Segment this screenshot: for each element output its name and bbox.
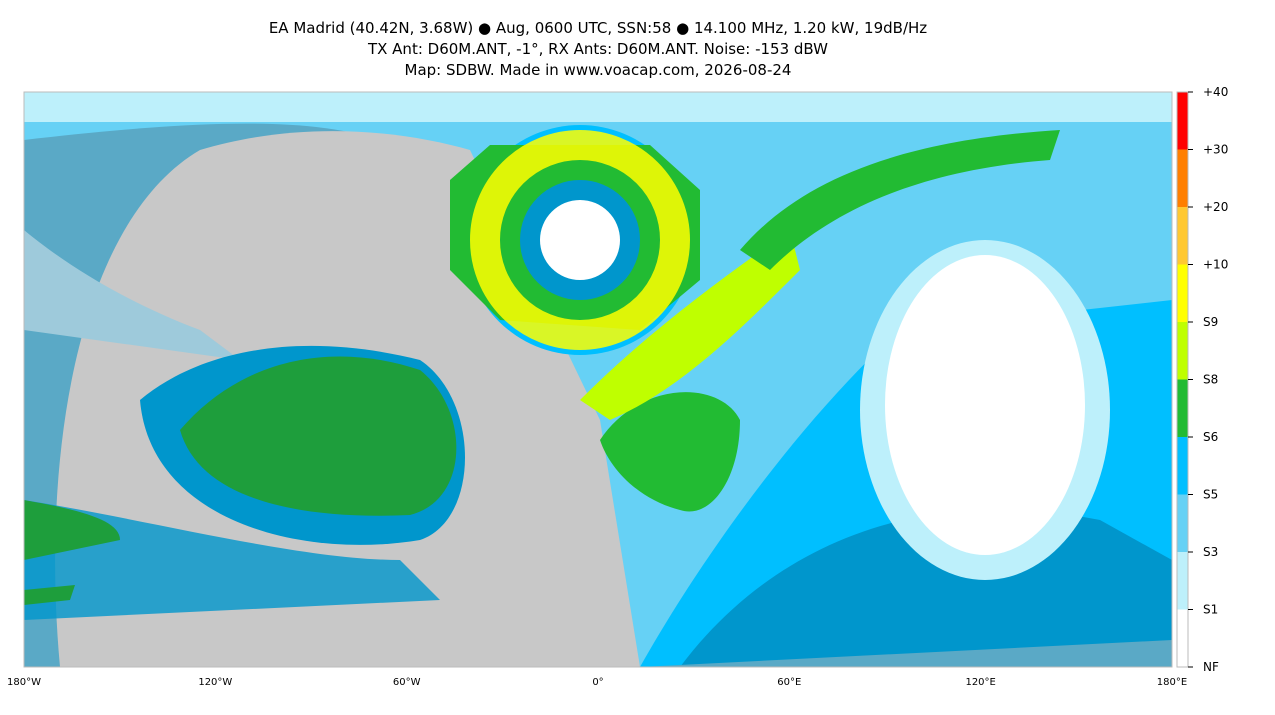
x-tick-label: 60°E (777, 677, 801, 688)
title-line: TX Ant: D60M.ANT, -1°, RX Ants: D60M.ANT… (367, 40, 828, 58)
colorbar-swatch (1177, 207, 1188, 265)
colorbar-label: S8 (1203, 373, 1218, 387)
colorbar-label: S5 (1203, 488, 1218, 502)
colorbar-label: NF (1203, 660, 1219, 674)
colorbar-label: +20 (1203, 200, 1228, 214)
colorbar-label: S6 (1203, 430, 1218, 444)
colorbar-label: +30 (1203, 143, 1228, 157)
title-line: Map: SDBW. Made in www.voacap.com, 2026-… (405, 61, 792, 79)
colorbar-swatch (1177, 322, 1188, 380)
colorbar-label: S9 (1203, 315, 1218, 329)
x-axis: 180°W 120°W 60°W 0° 60°E 120°E 180°E (7, 677, 1187, 688)
x-tick-label: 180°E (1157, 677, 1187, 688)
x-tick-label: 60°W (393, 677, 421, 688)
colorbar-swatch (1177, 609, 1188, 667)
colorbar-label: S3 (1203, 545, 1218, 559)
map (24, 92, 1172, 667)
colorbar-swatch (1177, 552, 1188, 610)
colorbar-label: S1 (1203, 603, 1218, 617)
colorbar-swatch (1177, 494, 1188, 552)
colorbar-label: +10 (1203, 258, 1228, 272)
colorbar-swatch (1177, 437, 1188, 495)
colorbar-swatch (1177, 92, 1188, 150)
colorbar-label: +40 (1203, 85, 1228, 99)
x-tick-label: 180°W (7, 677, 41, 688)
title-line: EA Madrid (40.42N, 3.68W) ● Aug, 0600 UT… (269, 19, 927, 37)
map-frame (23, 91, 1173, 668)
x-tick-label: 0° (592, 677, 603, 688)
colorbar-swatch (1177, 379, 1188, 437)
colorbar-swatch (1177, 264, 1188, 322)
x-tick-label: 120°W (198, 677, 232, 688)
colorbar: +40 +30 +20 +10 S9 S8 S6 S5 S3 S1 NF (1176, 85, 1228, 674)
x-tick-label: 120°E (965, 677, 995, 688)
colorbar-swatch (1177, 149, 1188, 207)
